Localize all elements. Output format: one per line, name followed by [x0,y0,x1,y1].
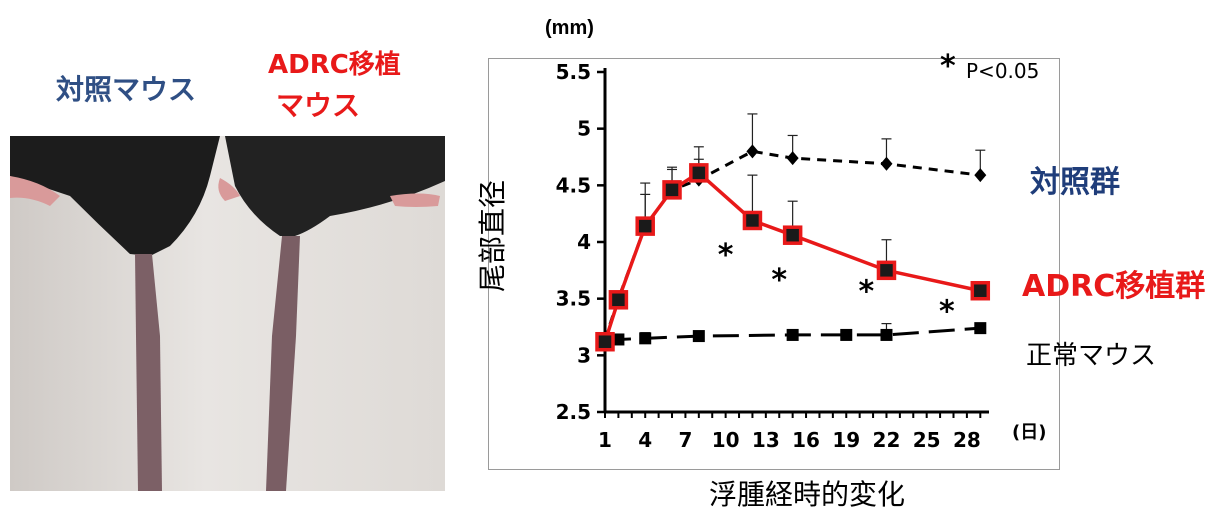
data-point-square [689,163,709,183]
data-point-square [970,280,991,301]
x-axis-label: 浮腫経時的変化 [709,478,905,511]
data-point-square [840,328,853,341]
chart-frame [488,58,1060,470]
significance-star: * [859,274,875,309]
data-point-diamond [746,144,759,159]
series-line [603,149,981,340]
series-label: ADRC移植群 [1022,269,1205,304]
data-point-square [612,333,625,346]
series-label: 正常マウス [1026,341,1156,371]
significance-note: P<0.05 [966,59,1039,83]
y-tick-label: 5 [577,117,591,141]
data-point-square [608,290,629,310]
y-tick-label: 3 [577,343,591,367]
adrc-mouse-label-line2: マウス [276,89,361,122]
x-tick-label: 25 [913,428,941,452]
y-tick-label: 4.5 [556,173,591,197]
x-tick-label: 7 [678,428,692,452]
x-tick-label: 10 [712,428,740,452]
data-point-square [876,260,897,281]
data-point-square [782,225,803,245]
y-tick-label: 2.5 [556,400,591,424]
x-tick-label: 13 [752,428,780,452]
series-label: 対照群 [1030,165,1120,200]
y-unit-label: (mm) [545,17,594,39]
data-point-square [880,328,893,341]
data-point-square [595,331,615,352]
data-point-square [742,210,763,231]
mouse-photo-illustration [10,136,445,491]
significance-star: * [939,295,955,330]
data-point-diamond [786,151,799,166]
x-unit-label: (日) [1012,422,1046,443]
data-point-square [635,216,655,236]
x-tick-label: 28 [953,428,981,452]
x-tick-label: 22 [873,428,901,452]
significance-star: * [718,238,734,273]
data-point-square [692,330,705,343]
x-tick-label: 16 [792,428,820,452]
data-point-square [786,328,799,341]
adrc-mouse-label-line1: ADRC移植 [268,50,401,80]
data-point-square [639,332,652,345]
control-mouse-label: 対照マウス [56,73,197,106]
y-tick-label: 3.5 [556,287,591,311]
data-point-diamond [974,168,987,183]
data-point-diamond [880,156,893,171]
mouse-tail-photo [10,136,445,491]
significance-star-key: * [940,49,956,84]
data-point-square [662,180,682,200]
series-adrc [595,146,991,352]
data-point-square [974,322,987,335]
series-normal [599,322,987,347]
y-axis-label: 尾部直径 [476,180,509,292]
x-tick-label: 1 [598,428,612,452]
y-tick-label: 5.5 [556,60,591,84]
series-line [603,170,981,343]
x-tick-label: 19 [832,428,860,452]
x-tick-label: 4 [638,428,652,452]
y-tick-label: 4 [577,230,591,254]
significance-star: * [771,263,787,298]
